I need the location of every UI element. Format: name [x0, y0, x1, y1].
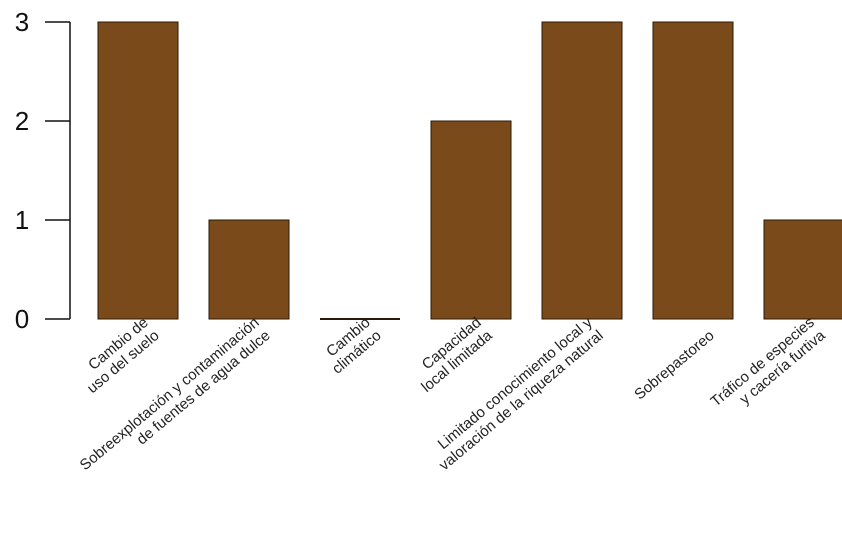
y-tick-label: 3 — [15, 7, 29, 37]
x-category-label: Sobrepastoreo — [631, 327, 717, 403]
bar — [763, 219, 842, 320]
bar — [652, 21, 734, 320]
bar — [541, 21, 623, 320]
y-axis: 0 1 2 3 — [15, 7, 71, 334]
x-category-label-line: Sobrepastoreo — [631, 327, 717, 403]
bars — [97, 21, 842, 320]
x-category-label-line: Sobreexplotación y contaminación — [77, 314, 263, 474]
y-tick-label: 1 — [15, 205, 29, 235]
bar — [97, 21, 179, 320]
x-category-label: Sobreexplotación y contaminaciónde fuent… — [77, 314, 274, 487]
bar — [430, 120, 512, 320]
y-tick-label: 0 — [15, 304, 29, 334]
x-category-label: Capacidadlocal limitada — [407, 314, 496, 396]
x-category-label: Tráfico de especiesy cacería furtiva — [708, 314, 830, 424]
x-category-label: Cambioclimático — [318, 314, 385, 378]
x-category-label: Cambio deuso del suelo — [73, 314, 163, 397]
bar — [208, 219, 290, 320]
y-tick-label: 2 — [15, 106, 29, 136]
